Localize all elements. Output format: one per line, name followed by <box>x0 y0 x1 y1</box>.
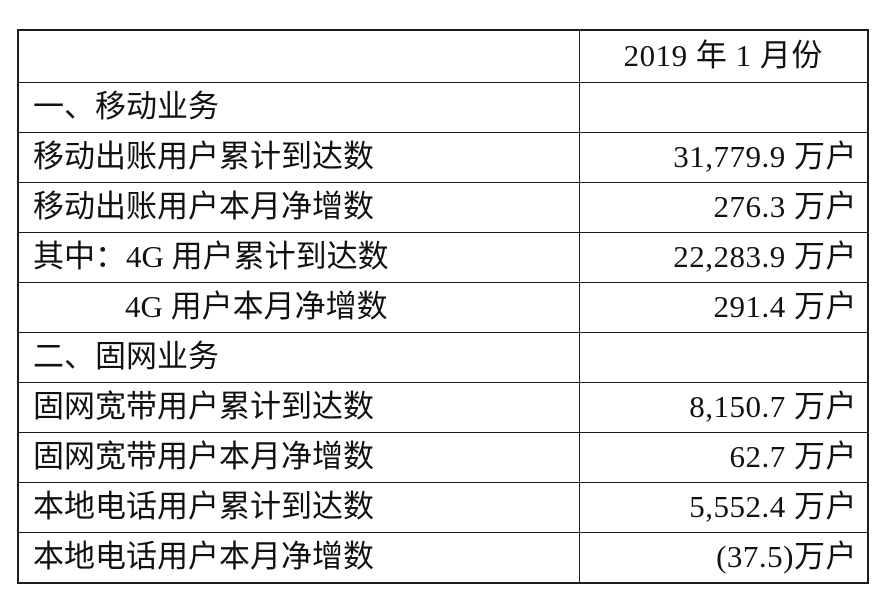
row-label-cell: 本地电话用户累计到达数 <box>17 482 580 533</box>
table-row-mobile-billing-cumulative: 移动出账用户累计到达数 31,779.9 万户 <box>17 132 869 183</box>
header-empty-cell <box>17 29 580 83</box>
table-header-row: 2019 年 1 月份 <box>17 29 869 83</box>
table-row-section-fixed: 二、固网业务 <box>17 332 869 383</box>
table-row-mobile-billing-net-add: 移动出账用户本月净增数 276.3 万户 <box>17 182 869 233</box>
row-value-cell: 8,150.7 万户 <box>578 382 869 433</box>
row-label-cell: 固网宽带用户累计到达数 <box>17 382 580 433</box>
row-value-cell <box>578 332 869 383</box>
table-row-section-mobile: 一、移动业务 <box>17 82 869 133</box>
header-period-cell: 2019 年 1 月份 <box>578 29 869 83</box>
table-row-4g-cumulative: 其中：4G 用户累计到达数 22,283.9 万户 <box>17 232 869 283</box>
row-label-cell: 移动出账用户本月净增数 <box>17 182 580 233</box>
row-label-cell: 二、固网业务 <box>17 332 580 383</box>
row-value-cell: 31,779.9 万户 <box>578 132 869 183</box>
table-row-4g-net-add: 4G 用户本月净增数 291.4 万户 <box>17 282 869 333</box>
row-value-cell: (37.5)万户 <box>578 532 869 584</box>
row-label-cell: 4G 用户本月净增数 <box>17 282 580 333</box>
row-label-cell: 本地电话用户本月净增数 <box>17 532 580 584</box>
row-value-cell: 5,552.4 万户 <box>578 482 869 533</box>
row-label-cell: 移动出账用户累计到达数 <box>17 132 580 183</box>
table-row-broadband-net-add: 固网宽带用户本月净增数 62.7 万户 <box>17 432 869 483</box>
row-label-cell: 其中：4G 用户累计到达数 <box>17 232 580 283</box>
row-label-cell: 一、移动业务 <box>17 82 580 133</box>
row-value-cell: 291.4 万户 <box>578 282 869 333</box>
table-row-broadband-cumulative: 固网宽带用户累计到达数 8,150.7 万户 <box>17 382 869 433</box>
row-value-cell: 276.3 万户 <box>578 182 869 233</box>
table-row-local-phone-net-add: 本地电话用户本月净增数 (37.5)万户 <box>17 532 869 584</box>
row-value-cell <box>578 82 869 133</box>
row-value-cell: 62.7 万户 <box>578 432 869 483</box>
subscriber-stats-table: 2019 年 1 月份 一、移动业务 移动出账用户累计到达数 31,779.9 … <box>17 29 869 584</box>
table-row-local-phone-cumulative: 本地电话用户累计到达数 5,552.4 万户 <box>17 482 869 533</box>
row-label-cell: 固网宽带用户本月净增数 <box>17 432 580 483</box>
row-value-cell: 22,283.9 万户 <box>578 232 869 283</box>
